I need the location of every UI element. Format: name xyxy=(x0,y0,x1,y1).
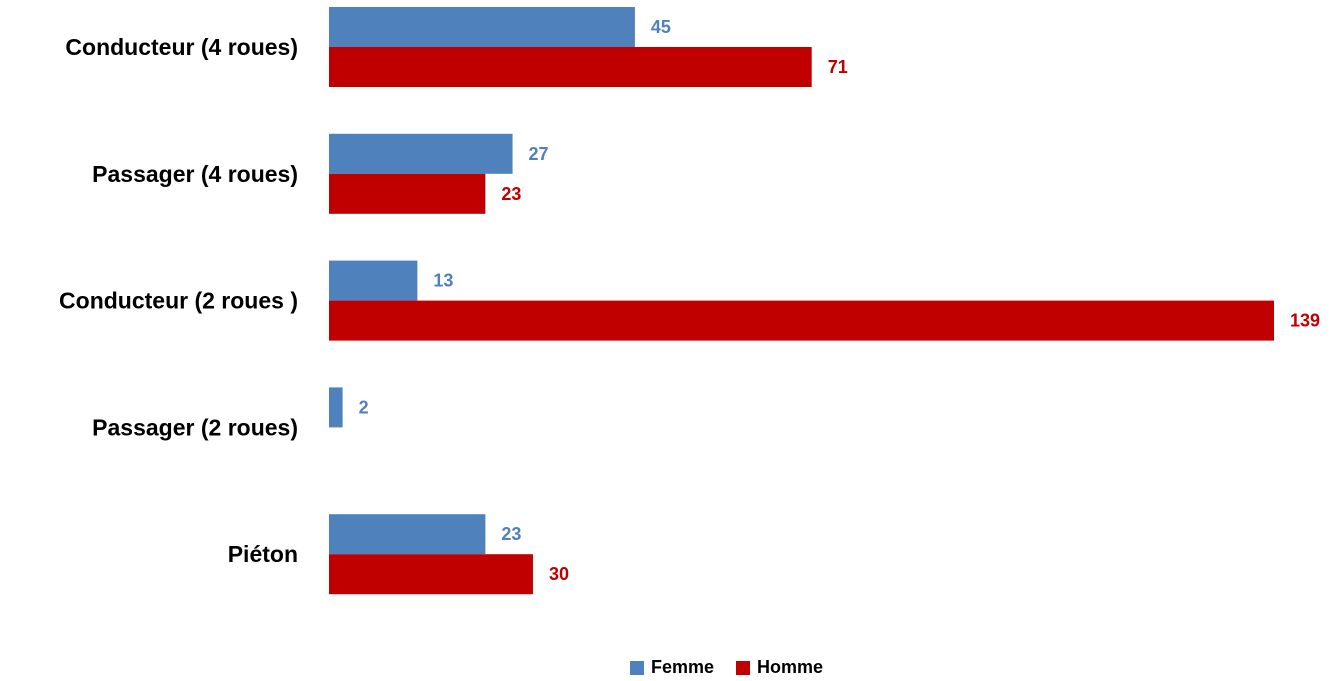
bar-homme-passager-4-roues xyxy=(329,174,485,214)
legend-item-homme: Homme xyxy=(736,657,823,678)
data-label-femme-pieton: 23 xyxy=(501,524,521,544)
data-label-homme-passager-4-roues: 23 xyxy=(501,184,521,204)
bar-homme-conducteur-2-roues xyxy=(329,301,1274,341)
legend-item-femme: Femme xyxy=(630,657,714,678)
legend-label-homme: Homme xyxy=(757,657,823,678)
data-label-femme-passager-2-roues: 2 xyxy=(359,397,369,417)
bar-femme-passager-2-roues xyxy=(329,387,343,427)
bar-chart: Conducteur (4 roues) 45 71 Passager (4 roue… xyxy=(0,0,1333,640)
bar-homme-conducteur-4-roues xyxy=(329,47,812,87)
data-label-femme-conducteur-2-roues: 13 xyxy=(433,271,453,291)
data-label-femme-conducteur-4-roues: 45 xyxy=(651,17,671,37)
data-label-homme-conducteur-2-roues: 139 xyxy=(1290,311,1320,331)
category-label-conducteur-4-roues: Conducteur (4 roues) xyxy=(65,34,298,60)
category-label-conducteur-2-roues: Conducteur (2 roues ) xyxy=(59,288,298,314)
bar-femme-conducteur-2-roues xyxy=(329,261,417,301)
bar-femme-passager-4-roues xyxy=(329,134,513,174)
legend-swatch-homme xyxy=(736,661,750,675)
legend-swatch-femme xyxy=(630,661,644,675)
data-label-homme-conducteur-4-roues: 71 xyxy=(828,57,848,77)
bar-femme-conducteur-4-roues xyxy=(329,7,635,47)
data-label-homme-pieton: 30 xyxy=(549,564,569,584)
category-label-pieton: Piéton xyxy=(228,541,298,567)
category-label-passager-2-roues: Passager (2 roues) xyxy=(92,414,298,440)
data-label-femme-passager-4-roues: 27 xyxy=(529,144,549,164)
bar-homme-pieton xyxy=(329,554,533,594)
bar-femme-pieton xyxy=(329,514,485,554)
chart-legend: Femme Homme xyxy=(60,657,1333,678)
legend-label-femme: Femme xyxy=(651,657,714,678)
category-label-passager-4-roues: Passager (4 roues) xyxy=(92,161,298,187)
